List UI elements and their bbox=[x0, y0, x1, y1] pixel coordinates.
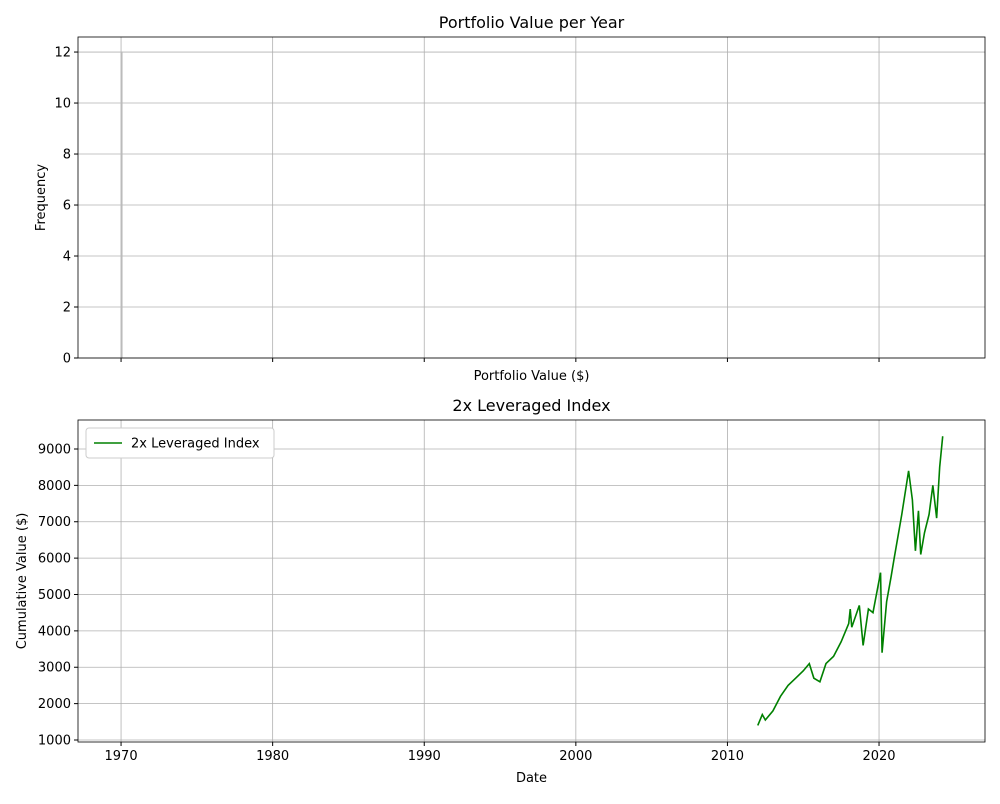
axes-frame bbox=[77, 36, 986, 359]
y-tick-label: 7000 bbox=[38, 515, 71, 530]
x-tick-label: 2010 bbox=[711, 749, 744, 764]
x-tick-label: 1990 bbox=[408, 749, 441, 764]
x-tick-label: 2020 bbox=[862, 749, 895, 764]
y-tick-label: 8000 bbox=[38, 479, 71, 494]
y-tick-label: 8 bbox=[63, 148, 71, 163]
chart-title: Portfolio Value per Year bbox=[439, 13, 625, 32]
y-tick-label: 3000 bbox=[38, 661, 71, 676]
x-tick-label: 1970 bbox=[105, 749, 138, 764]
x-tick-label: 2000 bbox=[559, 749, 592, 764]
y-tick-label: 6000 bbox=[38, 552, 71, 567]
y-tick-label: 2000 bbox=[38, 697, 71, 712]
y-tick-label: 1000 bbox=[38, 733, 71, 748]
axes-frame bbox=[77, 419, 986, 743]
x-axis-label: Date bbox=[516, 771, 547, 786]
x-tick-label: 1980 bbox=[256, 749, 289, 764]
y-axis-label: Frequency bbox=[34, 164, 49, 231]
y-axis-label: Cumulative Value ($) bbox=[15, 513, 30, 650]
y-tick-label: 9000 bbox=[38, 442, 71, 457]
line-series bbox=[757, 436, 944, 726]
legend-box bbox=[85, 427, 275, 459]
y-tick-label: 12 bbox=[54, 46, 71, 61]
y-tick-label: 0 bbox=[63, 352, 71, 367]
legend-label: 2x Leveraged Index bbox=[131, 437, 260, 452]
y-tick-label: 4000 bbox=[38, 624, 71, 639]
x-axis-label: Portfolio Value ($) bbox=[474, 369, 590, 384]
chart-title: 2x Leveraged Index bbox=[452, 396, 610, 415]
y-tick-label: 6 bbox=[63, 199, 71, 214]
y-tick-label: 2 bbox=[63, 301, 71, 316]
legend: 2x Leveraged Index bbox=[85, 427, 275, 459]
histogram-bar bbox=[120, 51, 123, 359]
y-tick-label: 10 bbox=[54, 97, 71, 112]
y-tick-label: 5000 bbox=[38, 588, 71, 603]
y-tick-label: 4 bbox=[63, 250, 71, 265]
